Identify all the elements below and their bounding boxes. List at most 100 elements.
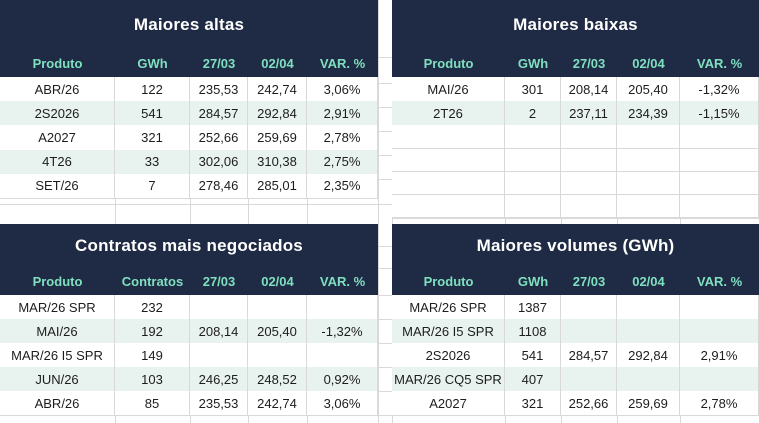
cell-produto[interactable]: ABR/26 xyxy=(0,391,115,415)
table-cell[interactable]: 3,06% xyxy=(307,77,378,102)
empty-cell[interactable] xyxy=(680,125,759,149)
table-cell[interactable]: 2,35% xyxy=(307,173,378,198)
column-header-produto[interactable]: Produto xyxy=(32,274,83,289)
table-cell[interactable]: -1,32% xyxy=(680,77,759,102)
cell-produto[interactable]: A2027 xyxy=(0,125,115,150)
table-cell[interactable]: 284,57 xyxy=(190,101,248,126)
cell-produto[interactable]: JUN/26 xyxy=(0,367,115,391)
table-cell[interactable]: 234,39 xyxy=(617,101,680,126)
table-cell[interactable]: 242,74 xyxy=(248,77,307,102)
table-cell[interactable]: 248,52 xyxy=(248,367,307,391)
cell-produto[interactable]: MAR/26 SPR xyxy=(0,295,115,319)
empty-cell[interactable] xyxy=(392,171,505,195)
column-header-27-03[interactable]: 27/03 xyxy=(202,274,236,289)
cell-produto[interactable]: 2S2026 xyxy=(0,101,115,126)
table-cell[interactable]: 149 xyxy=(115,343,190,367)
empty-cell[interactable] xyxy=(561,194,617,219)
cell-produto[interactable]: MAI/26 xyxy=(392,77,505,102)
table-cell[interactable]: 3,06% xyxy=(307,391,378,415)
table-cell[interactable]: 205,40 xyxy=(617,77,680,102)
cell-produto[interactable]: MAR/26 I5 SPR xyxy=(0,343,115,367)
table-cell[interactable] xyxy=(190,295,248,319)
empty-cell[interactable] xyxy=(505,125,561,149)
table-cell[interactable] xyxy=(561,367,617,391)
table-cell[interactable]: 33 xyxy=(115,149,190,174)
column-header-var[interactable]: VAR. % xyxy=(696,55,743,71)
table-cell[interactable] xyxy=(617,367,680,391)
table-cell[interactable]: 541 xyxy=(505,343,561,367)
column-header-02-04[interactable]: 02/04 xyxy=(261,55,294,71)
column-header-var[interactable]: VAR. % xyxy=(319,55,366,71)
table-cell[interactable]: 292,84 xyxy=(617,343,680,367)
cell-produto[interactable]: 2T26 xyxy=(392,101,505,126)
cell-produto[interactable]: SET/26 xyxy=(0,173,115,198)
column-header-gwh[interactable]: GWh xyxy=(517,55,549,71)
table-cell[interactable]: 252,66 xyxy=(190,125,248,150)
cell-produto[interactable]: ABR/26 xyxy=(0,77,115,102)
table-cell[interactable]: 1108 xyxy=(505,319,561,343)
empty-cell[interactable] xyxy=(561,148,617,172)
table-cell[interactable]: 278,46 xyxy=(190,173,248,198)
empty-cell[interactable] xyxy=(617,194,680,219)
cell-produto[interactable]: A2027 xyxy=(392,391,505,415)
column-header-02-04[interactable]: 02/04 xyxy=(632,55,665,71)
table-cell[interactable] xyxy=(307,343,378,367)
cell-produto[interactable]: MAI/26 xyxy=(0,319,115,343)
table-cell[interactable]: 122 xyxy=(115,77,190,102)
table-cell[interactable]: 103 xyxy=(115,367,190,391)
table-cell[interactable]: 7 xyxy=(115,173,190,198)
table-cell[interactable]: 301 xyxy=(505,77,561,102)
column-header-produto[interactable]: Produto xyxy=(423,274,474,289)
table-cell[interactable]: 85 xyxy=(115,391,190,415)
empty-cell[interactable] xyxy=(392,125,505,149)
table-cell[interactable]: 205,40 xyxy=(248,319,307,343)
empty-cell[interactable] xyxy=(505,194,561,219)
table-cell[interactable]: 2,91% xyxy=(307,101,378,126)
table-cell[interactable]: 285,01 xyxy=(248,173,307,198)
column-header-27-03[interactable]: 27/03 xyxy=(572,55,606,71)
table-cell[interactable]: 292,84 xyxy=(248,101,307,126)
column-header-var[interactable]: VAR. % xyxy=(696,274,743,289)
empty-cell[interactable] xyxy=(505,171,561,195)
table-cell[interactable] xyxy=(617,319,680,343)
empty-cell[interactable] xyxy=(617,148,680,172)
column-header-produto[interactable]: Produto xyxy=(32,55,83,71)
column-header-02-04[interactable]: 02/04 xyxy=(632,274,665,289)
table-cell[interactable]: 259,69 xyxy=(248,125,307,150)
empty-cell[interactable] xyxy=(617,125,680,149)
table-cell[interactable]: 232 xyxy=(115,295,190,319)
table-cell[interactable] xyxy=(680,367,759,391)
table-cell[interactable]: 2 xyxy=(505,101,561,126)
table-cell[interactable] xyxy=(248,343,307,367)
column-header-var[interactable]: VAR. % xyxy=(319,274,366,289)
column-header-produto[interactable]: Produto xyxy=(423,55,474,71)
empty-cell[interactable] xyxy=(680,171,759,195)
table-cell[interactable]: 208,14 xyxy=(190,319,248,343)
table-title-maiores-volumes[interactable]: Maiores volumes (GWh) xyxy=(392,224,759,268)
empty-cell[interactable] xyxy=(392,194,505,219)
table-cell[interactable]: 2,78% xyxy=(680,391,759,415)
table-cell[interactable]: 242,74 xyxy=(248,391,307,415)
table-cell[interactable] xyxy=(680,319,759,343)
table-cell[interactable]: 407 xyxy=(505,367,561,391)
empty-cell[interactable] xyxy=(617,171,680,195)
table-cell[interactable] xyxy=(307,295,378,319)
table-cell[interactable] xyxy=(190,343,248,367)
table-cell[interactable]: 541 xyxy=(115,101,190,126)
table-cell[interactable] xyxy=(680,295,759,319)
table-cell[interactable]: 192 xyxy=(115,319,190,343)
table-cell[interactable]: 208,14 xyxy=(561,77,617,102)
table-cell[interactable]: 2,91% xyxy=(680,343,759,367)
table-cell[interactable] xyxy=(561,319,617,343)
table-cell[interactable]: 302,06 xyxy=(190,149,248,174)
table-cell[interactable]: 0,92% xyxy=(307,367,378,391)
cell-produto[interactable]: MAR/26 CQ5 SPR xyxy=(392,367,505,391)
empty-cell[interactable] xyxy=(561,125,617,149)
table-cell[interactable]: 237,11 xyxy=(561,101,617,126)
table-title-maiores-altas[interactable]: Maiores altas xyxy=(0,0,378,49)
table-cell[interactable] xyxy=(617,295,680,319)
table-cell[interactable]: 235,53 xyxy=(190,77,248,102)
table-cell[interactable]: -1,32% xyxy=(307,319,378,343)
empty-cell[interactable] xyxy=(505,148,561,172)
table-cell[interactable]: 321 xyxy=(505,391,561,415)
